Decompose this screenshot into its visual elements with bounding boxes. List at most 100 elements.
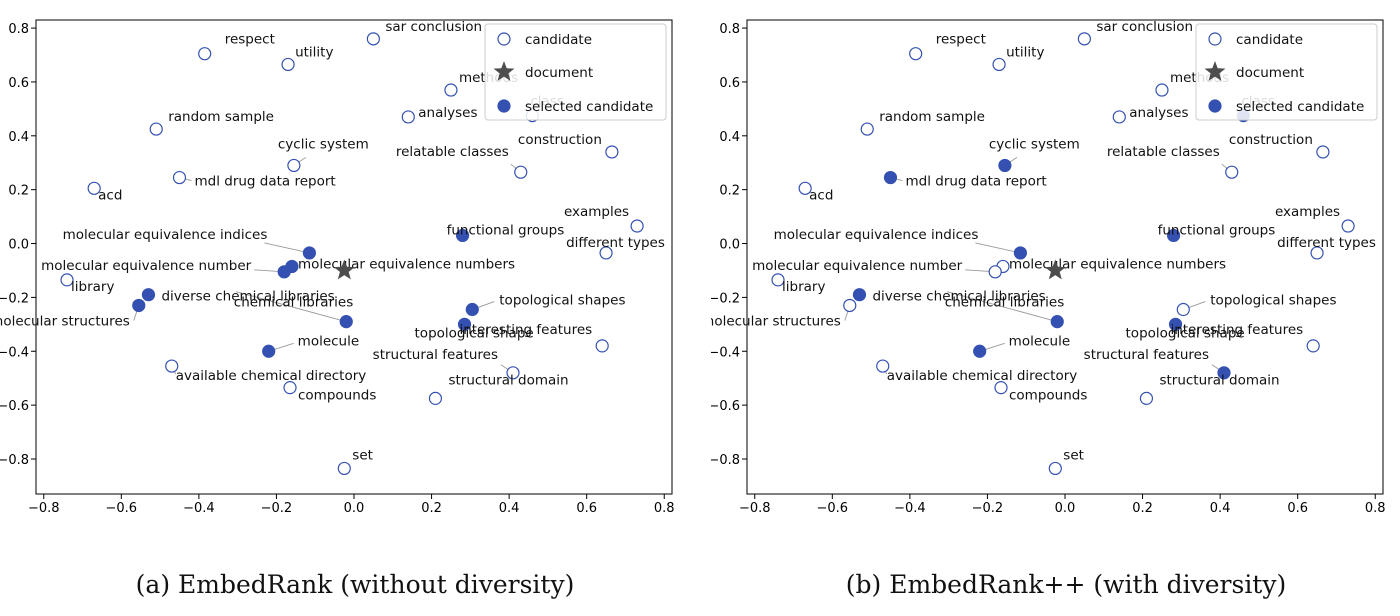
chart-b-point-molecule	[973, 344, 987, 358]
chart-a-legend-selected-label: selected candidate	[525, 99, 653, 115]
chart-a-x-tick-label: −0.2	[261, 501, 293, 516]
chart-a-point-acd	[87, 181, 101, 195]
chart-a-point-topological-shapes	[465, 302, 479, 317]
chart-a-point-sar-conclusion	[366, 32, 380, 46]
chart-a-label-chemical-libraries: chemical libraries	[234, 295, 353, 311]
chart-b-y-tick-label: 0.4	[719, 130, 740, 145]
chart-a-y-tick-label: 0.6	[8, 76, 29, 91]
chart-b-point-molecular-equivalence-number	[988, 265, 1002, 279]
chart-b-label-respect: respect	[936, 32, 986, 48]
chart-b-label-different-types: different types	[1277, 235, 1376, 251]
chart-a-legend-document-icon	[493, 61, 515, 81]
chart-b-label-sar-conclusion: sar conclusion	[1096, 19, 1193, 35]
chart-a-x-tick-label: 0.4	[499, 501, 520, 516]
scatter-chart-a: −0.8 −0.6 −0.4 −0.2 0.0 0.2 0.4 0.6 0.8 −0.8 −0.6 −…	[0, 19, 675, 516]
chart-b-label-functional-groups: functional groups	[1158, 222, 1276, 238]
chart-a-label-interesting-features: interesting features	[459, 322, 592, 338]
chart-b-label-chemical-libraries: chemical libraries	[945, 295, 1064, 311]
chart-a-label-cyclic-system: cyclic system	[278, 136, 369, 152]
chart-b-point-structural-features	[1217, 366, 1231, 380]
chart-b-x-tick-label: −0.8	[739, 501, 771, 516]
chart-b-y-tick-label: −0.6	[711, 399, 740, 414]
chart-a-point-compounds	[283, 381, 297, 395]
chart-b-point-library	[771, 273, 785, 287]
chart-b-legend-document-label: document	[1236, 65, 1304, 81]
chart-b-point-set	[1048, 461, 1062, 476]
chart-b-label-molecular-structures: molecular structures	[711, 313, 841, 329]
chart-b-label-molecular-equivalence-number: molecular equivalence number	[752, 258, 963, 274]
chart-b-point-utility	[992, 57, 1006, 72]
chart-a-label-acd: acd	[98, 187, 122, 203]
chart-a-point-random-sample	[149, 122, 163, 136]
chart-a-label-relatable-classes: relatable classes	[396, 144, 509, 160]
chart-a-x-tick-label: 0.2	[421, 501, 442, 516]
chart-b-x-tick-label: 0.2	[1132, 501, 1153, 516]
chart-a-label-set: set	[352, 447, 373, 463]
chart-b-x-tick-label: 0.0	[1055, 501, 1076, 516]
chart-b-x-tick-label: −0.2	[972, 501, 1004, 516]
chart-b-label-examples: examples	[1275, 204, 1340, 220]
chart-b-x-tick-label: 0.6	[1287, 501, 1308, 516]
chart-b-label-construction: construction	[1229, 132, 1313, 148]
chart-a-point-mdl-drug-data-report	[172, 170, 187, 185]
chart-a-point-chemical-libraries	[339, 315, 353, 329]
chart-a-point-utility	[281, 57, 295, 72]
chart-b-point-mdl-drug-data-report	[883, 170, 898, 185]
chart-b-point-examples	[1341, 219, 1355, 233]
chart-a-y-tick-label: −0.4	[0, 345, 29, 360]
chart-b-point-construction	[1316, 145, 1330, 159]
chart-a-legend-selected-icon	[497, 99, 511, 113]
chart-b-y-tick-label: −0.2	[711, 291, 740, 306]
chart-a-legend-candidate-label: candidate	[525, 32, 592, 48]
scatter-chart-b: −0.8 −0.6 −0.4 −0.2 0.0 0.2 0.4 0.6 0.8 −0.8 −0.6 −…	[711, 19, 1386, 516]
chart-b-legend-selected-label: selected candidate	[1236, 99, 1364, 115]
chart-b-label-library: library	[782, 279, 825, 295]
chart-b-label-set: set	[1063, 447, 1084, 463]
chart-a-x-tick-label: 0.6	[576, 501, 597, 516]
caption-b: (b) EmbedRank++ (with diversity)	[845, 570, 1287, 599]
chart-b-document-star-icon	[1044, 259, 1066, 280]
chart-a-point-library	[60, 273, 74, 287]
chart-b-label-molecular-equivalence-numbers: molecular equivalence numbers	[1009, 256, 1226, 272]
chart-a-x-tick-label: −0.4	[183, 501, 215, 516]
chart-a-x-tick-label: 0.0	[344, 501, 365, 516]
chart-a-label-mdl-drug-data-report: mdl drug data report	[194, 174, 335, 190]
chart-a-label-sar-conclusion: sar conclusion	[385, 19, 482, 35]
chart-a-y-tick-label: 0.4	[8, 130, 29, 145]
chart-b-point-topological-shape	[1168, 317, 1183, 331]
chart-b-legend-selected-icon	[1208, 99, 1222, 113]
chart-b-point-interesting-features	[1306, 339, 1320, 353]
chart-b-point-acd	[798, 181, 812, 195]
chart-a-point-available-chemical-directory	[165, 359, 179, 373]
chart-a-label-molecular-structures: molecular structures	[0, 313, 130, 329]
chart-a-label-library: library	[71, 279, 114, 295]
chart-a-leader-molecular-equivalence-indices	[264, 242, 310, 254]
chart-a-y-tick-label: 0.2	[8, 184, 29, 199]
chart-b-legend-candidate-label: candidate	[1236, 32, 1303, 48]
chart-a-label-molecule: molecule	[298, 333, 360, 349]
chart-b-label-molecular-equivalence-indices: molecular equivalence indices	[774, 227, 979, 243]
chart-a-point-molecular-equivalence-number	[277, 265, 291, 279]
chart-a-label-construction: construction	[518, 132, 602, 148]
chart-b-label-compounds: compounds	[1009, 388, 1087, 404]
chart-b-label-interesting-features: interesting features	[1170, 322, 1303, 338]
chart-a-point-cyclic-system	[287, 158, 301, 173]
chart-a-point-functional-groups	[455, 228, 470, 243]
chart-b-label-topological-shape: topological shape	[1126, 325, 1245, 341]
chart-b-point-different-types	[1310, 246, 1324, 260]
chart-b-point-respect	[909, 47, 923, 61]
chart-b-label-utility: utility	[1006, 44, 1044, 60]
chart-a-point-respect	[198, 47, 212, 61]
chart-b-leader-molecular-equivalence-indices	[975, 242, 1021, 254]
chart-b-x-tick-label: 0.8	[1365, 501, 1386, 516]
chart-b-y-tick-label: 0.8	[719, 22, 740, 37]
chart-a-point-interesting-features	[595, 339, 609, 353]
chart-b-point-structural-domain	[1139, 391, 1154, 405]
chart-b-y-tick-label: −0.4	[711, 345, 740, 360]
chart-b-y-tick-label: 0.6	[719, 76, 740, 91]
chart-a-label-molecular-equivalence-numbers: molecular equivalence numbers	[298, 256, 515, 272]
chart-a-y-tick-label: −0.8	[0, 453, 29, 468]
chart-a-label-molecular-equivalence-indices: molecular equivalence indices	[63, 227, 268, 243]
chart-a-point-molecular-equivalence-indices	[302, 246, 317, 260]
chart-a-point-set	[337, 461, 351, 476]
